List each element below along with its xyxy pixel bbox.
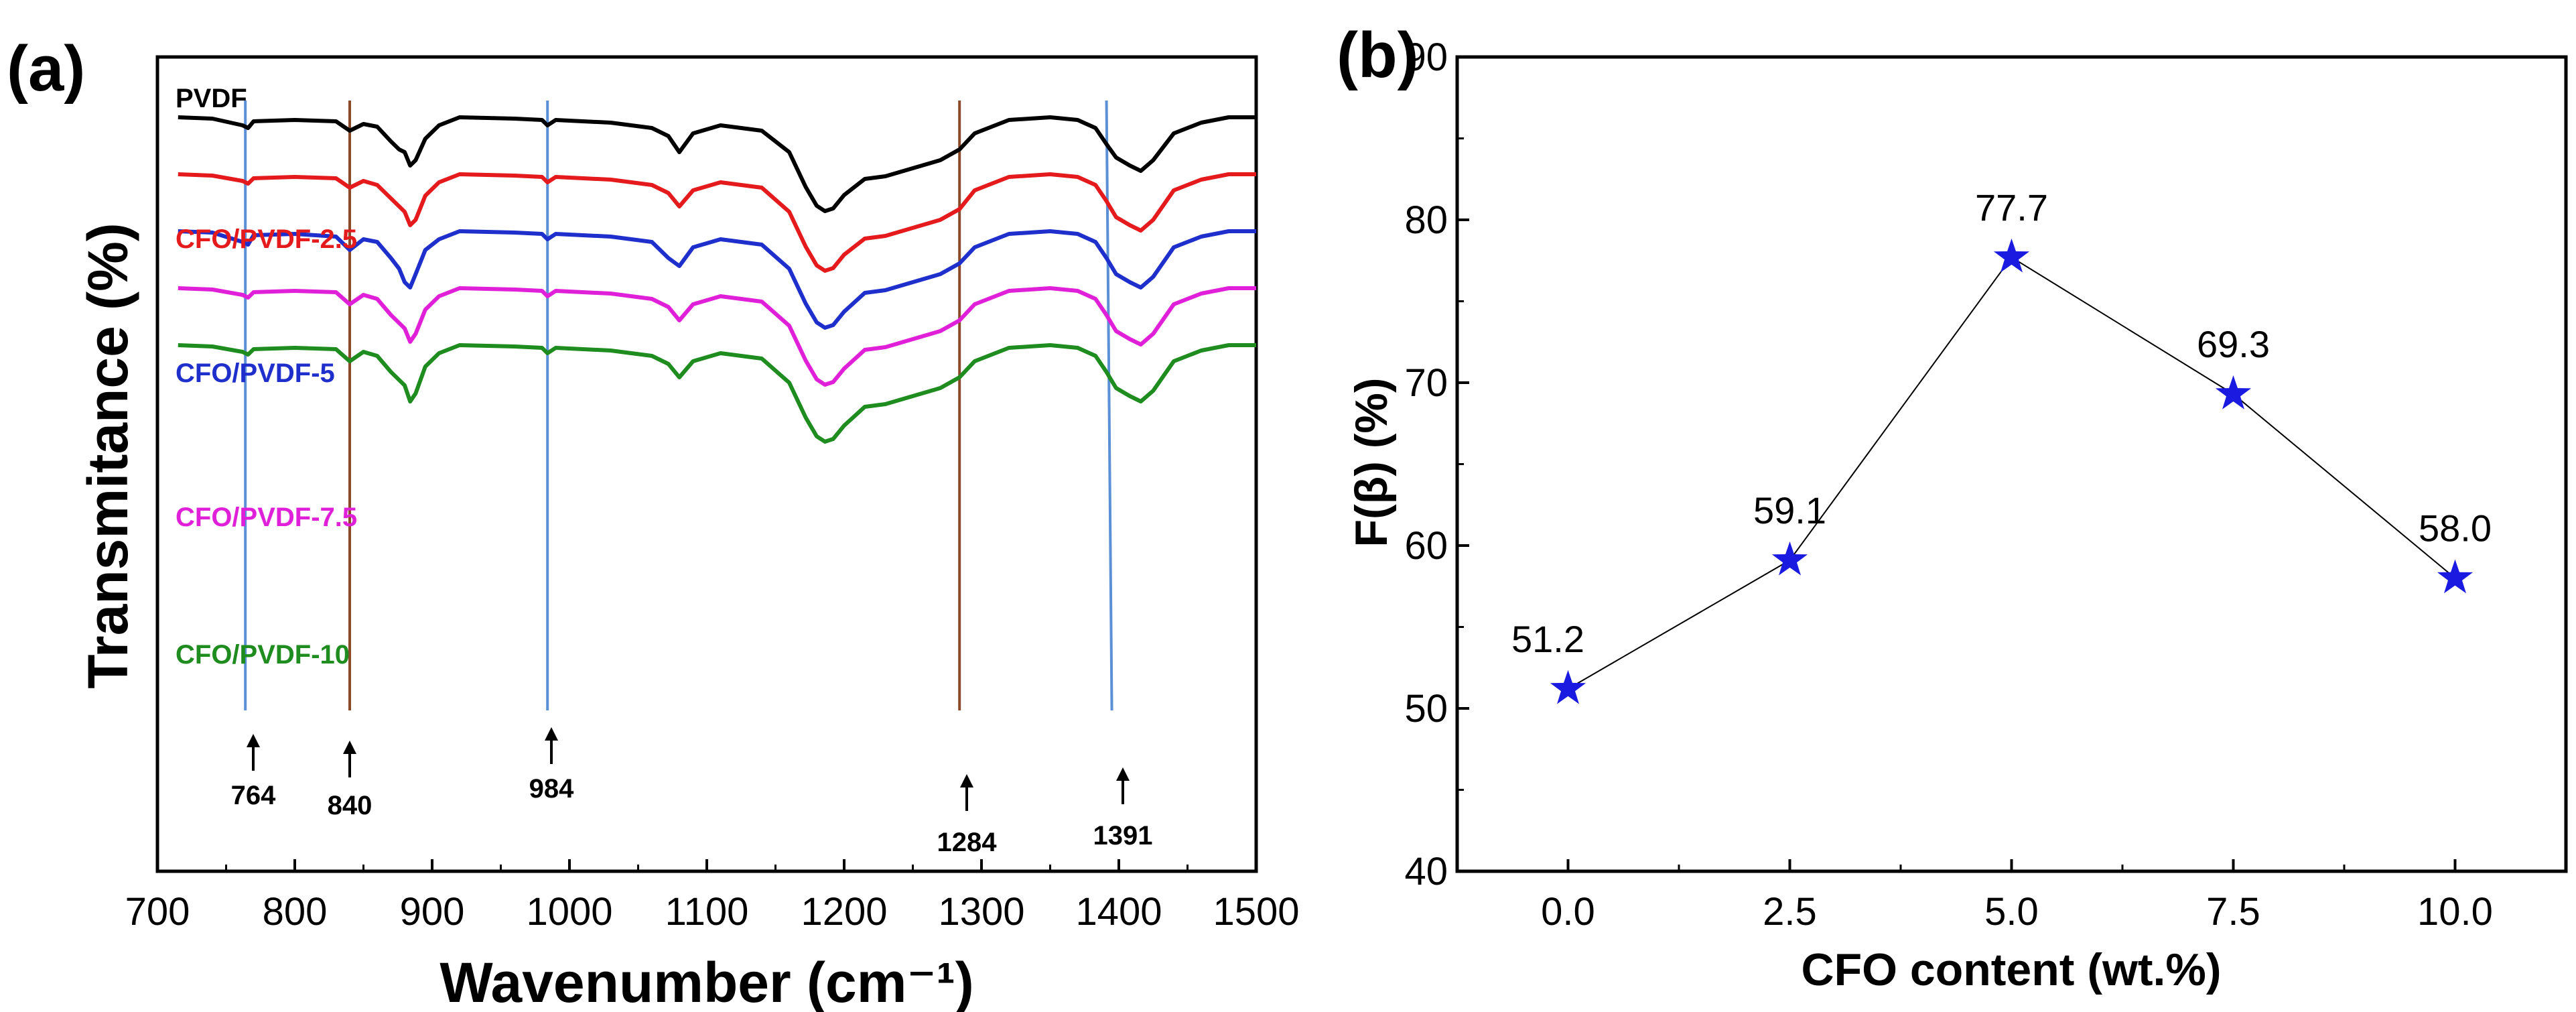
b-y-tick-label-40: 40 (1404, 850, 1448, 893)
x-tick-label-900: 900 (400, 890, 465, 934)
panel-a: (a) PVDF CFO/PVDF-2.5 CFO/PVDF-5 CFO/PVDF-7… (7, 33, 1300, 1012)
x-tick-label-700: 700 (125, 890, 190, 934)
spectrum-label-1: CFO/PVDF-2.5 (176, 225, 357, 254)
data-point-0 (1550, 670, 1586, 704)
spectrum-line-1 (178, 172, 1256, 273)
data-point-3 (2215, 375, 2252, 409)
x-tick-label-800: 800 (263, 890, 328, 934)
x-axis-ticks: 700 800 900 1000 1100 1200 1300 1400 1500 (125, 859, 1300, 934)
x-tick-label-1300: 1300 (938, 890, 1024, 934)
b-y-tick-label-60: 60 (1404, 524, 1448, 568)
peak-arrow-head-984 (545, 727, 558, 741)
peak-arrow-head-1284 (960, 774, 973, 787)
x-tick-label-1000: 1000 (526, 890, 612, 934)
data-series: 51.2 59.1 77.7 69.3 58.0 (1511, 186, 2492, 704)
b-x-tick-label-5.0: 5.0 (1984, 890, 2039, 934)
spectrum-labels: PVDF CFO/PVDF-2.5 CFO/PVDF-5 CFO/PVDF-7.5 CF… (176, 84, 357, 670)
data-point-4 (2437, 559, 2473, 594)
data-label-3: 69.3 (2197, 323, 2270, 365)
spectrum-line-0 (178, 115, 1256, 213)
b-y-tick-label-70: 70 (1404, 361, 1448, 405)
panel-a-label: (a) (7, 33, 85, 105)
spectrum-label-3: CFO/PVDF-7.5 (176, 503, 357, 532)
spectrum-line-3 (178, 286, 1256, 387)
spectrum-label-0: PVDF (176, 84, 247, 113)
spectrum-line-2 (178, 229, 1256, 330)
b-x-tick-label-7.5: 7.5 (2206, 890, 2260, 934)
peak-label-840: 840 (328, 791, 372, 820)
peak-label-1391: 1391 (1093, 821, 1153, 850)
x-tick-label-1500: 1500 (1213, 890, 1299, 934)
spectra (178, 115, 1256, 444)
y-axis-title-b: F(β) (%) (1346, 378, 1397, 548)
x-axis-title: Wavenumber (cm⁻¹) (439, 951, 973, 1012)
x-axis-title-b: CFO content (wt.%) (1801, 944, 2221, 995)
peak-label-1284: 1284 (937, 828, 998, 857)
panel-b-label: (b) (1337, 19, 1419, 91)
peak-label-764: 764 (231, 781, 276, 810)
x-tick-label-1400: 1400 (1075, 890, 1162, 934)
panel-b-frame (1455, 55, 2568, 873)
b-y-tick-label-80: 80 (1404, 198, 1448, 242)
b-y-tick-label-90: 90 (1404, 36, 1448, 79)
reference-lines (244, 100, 1113, 711)
x-tick-label-1100: 1100 (665, 890, 749, 934)
b-x-tick-label-2.5: 2.5 (1763, 890, 1817, 934)
peak-annotations: 764 840 984 1284 1391 (231, 727, 1153, 857)
peak-arrow-head-1391 (1116, 767, 1130, 781)
spectrum-label-2: CFO/PVDF-5 (176, 359, 335, 388)
data-label-1: 59.1 (1753, 489, 1826, 531)
axis-ticks: 0.0 2.5 5.0 7.5 10.0 40 50 60 70 80 90 (1404, 36, 2492, 934)
b-x-tick-label-0.0: 0.0 (1541, 890, 1595, 934)
data-point-1 (1771, 541, 1808, 576)
b-y-tick-label-50: 50 (1404, 687, 1448, 731)
peak-arrow-head-764 (247, 734, 260, 747)
connecting-line (1567, 256, 2456, 690)
peak-label-984: 984 (529, 774, 574, 804)
peak-arrow-head-840 (343, 741, 356, 754)
data-label-4: 58.0 (2419, 507, 2492, 550)
y-axis-title: Transmitance (%) (76, 223, 139, 689)
panel-b: (b) 0.0 2.5 5.0 7.5 10.0 40 50 60 70 80 90 51.2 59.… (1337, 19, 2568, 995)
b-x-tick-label-10.0: 10.0 (2417, 890, 2493, 934)
data-label-0: 51.2 (1511, 618, 1584, 660)
x-tick-label-1200: 1200 (801, 890, 887, 934)
spectrum-line-4 (178, 343, 1256, 444)
spectrum-label-4: CFO/PVDF-10 (176, 640, 350, 670)
reference-line-1391 (1105, 100, 1113, 711)
data-label-2: 77.7 (1975, 186, 2048, 229)
data-point-2 (1993, 238, 2030, 273)
